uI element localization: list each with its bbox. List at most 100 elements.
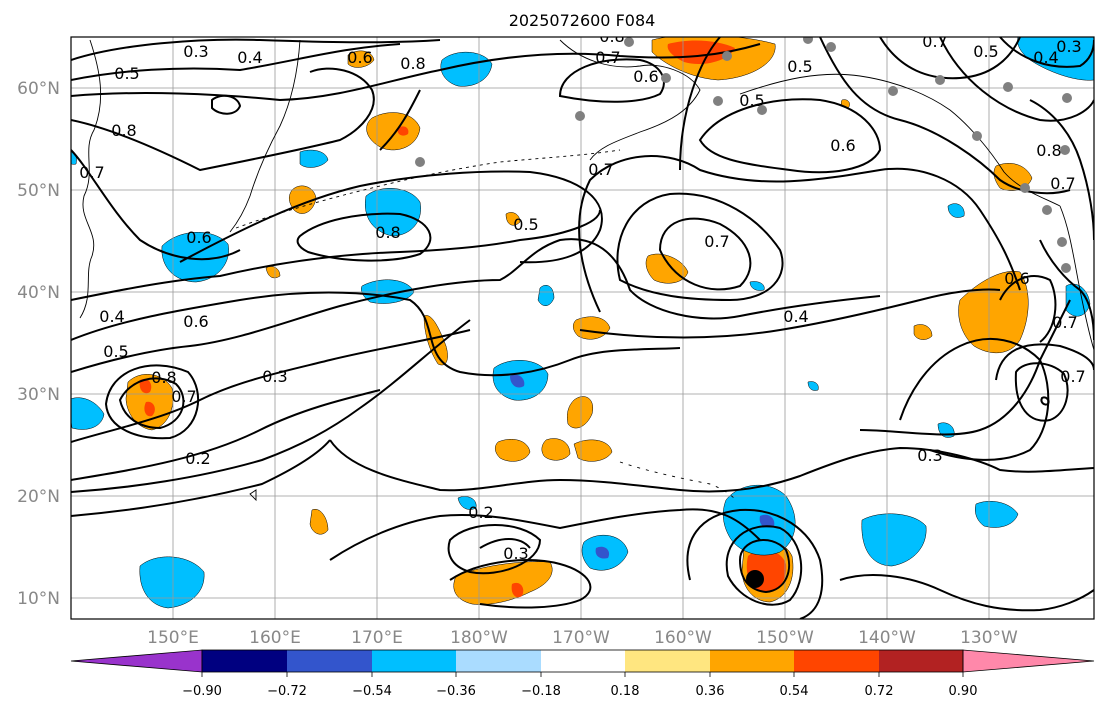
coastline-kamchatka xyxy=(229,39,301,233)
contour-label: 0.4 xyxy=(1033,48,1058,67)
negative-anomaly-core xyxy=(595,546,610,559)
positive-anomaly-region xyxy=(309,508,329,535)
positive-anomaly-core xyxy=(667,40,735,65)
storm-center-marker xyxy=(746,570,764,588)
colorbar-tick-label: −0.36 xyxy=(436,684,476,699)
island-marker xyxy=(249,489,257,502)
contour-line xyxy=(999,275,1057,343)
coastline-alaska xyxy=(559,39,701,161)
negative-anomaly-region xyxy=(364,188,421,237)
positive-anomaly-region xyxy=(495,439,531,462)
contour-label: 0.7 xyxy=(79,163,104,182)
negative-anomaly-region xyxy=(861,513,927,567)
contour-label: 0.3 xyxy=(917,446,942,465)
lat-label: 40°N xyxy=(17,283,60,303)
contour-label: 0.7 xyxy=(704,232,729,251)
contour-label: 0.5 xyxy=(787,57,812,76)
lon-label: 130°W xyxy=(960,628,1018,648)
contour-label: 0.6 xyxy=(183,312,208,331)
station-dot xyxy=(803,37,813,44)
contour-line xyxy=(616,192,784,302)
lon-label: 150°W xyxy=(756,628,814,648)
colorbar-tick-label: 0.90 xyxy=(949,684,978,699)
positive-anomaly-region xyxy=(573,439,613,462)
station-dot xyxy=(1020,183,1030,193)
station-dot xyxy=(713,96,723,106)
contour-line xyxy=(71,38,441,61)
station-dot xyxy=(826,42,836,52)
colorbar-frame xyxy=(201,649,964,673)
colorbar-tick-label: 0.36 xyxy=(696,684,725,699)
colorbar-segment xyxy=(456,650,541,672)
lon-label: 160°W xyxy=(654,628,712,648)
contour-line xyxy=(686,508,824,619)
contour-label: 0.8 xyxy=(375,223,400,242)
longitude-labels: 150°E 160°E 170°E 180°W 170°W 160°W 150°… xyxy=(147,628,1018,648)
negative-anomaly-region xyxy=(537,285,555,306)
colorbar-segment xyxy=(962,649,1095,673)
colorbar-ticks xyxy=(201,672,964,677)
contour-line xyxy=(1014,362,1069,422)
contour-label: 0.7 xyxy=(1060,367,1085,386)
contour-label: 0.4 xyxy=(99,307,124,326)
lon-label: 170°E xyxy=(351,628,403,648)
negative-anomaly-region xyxy=(947,203,965,218)
lat-label: 50°N xyxy=(17,181,60,201)
lon-label: 180°W xyxy=(450,628,508,648)
colorbar-segment xyxy=(794,650,879,672)
contour-line xyxy=(71,43,401,81)
colorbar-segment xyxy=(879,650,963,672)
lat-label: 20°N xyxy=(17,487,60,507)
negative-anomaly-core xyxy=(510,374,525,388)
contour-line xyxy=(679,37,721,171)
contour-line xyxy=(939,37,1094,122)
contour-label: 0.5 xyxy=(739,91,764,110)
contour-label: 0.8 xyxy=(599,27,624,46)
contour-label: 0.6 xyxy=(186,228,211,247)
lat-label: 60°N xyxy=(17,79,60,99)
contour-line xyxy=(725,525,803,606)
contour-label: 0.5 xyxy=(103,342,128,361)
negative-anomaly-region xyxy=(749,281,765,291)
negative-anomaly-region xyxy=(975,501,1019,528)
positive-anomaly-region xyxy=(265,266,281,279)
negative-anomaly-core xyxy=(759,514,775,528)
station-dot xyxy=(757,105,767,115)
contour-label: 0.8 xyxy=(400,54,425,73)
contour-line xyxy=(296,212,432,262)
lat-label: 30°N xyxy=(17,385,60,405)
map-area: 0.3 0.4 0.5 0.6 0.8 0.8 0.7 0.6 0.8 0.5 … xyxy=(70,27,1095,620)
negative-anomaly-region xyxy=(299,149,329,168)
contour-line xyxy=(71,67,375,172)
station-dot xyxy=(972,131,982,141)
station-dot xyxy=(722,51,732,61)
contour-line xyxy=(995,343,1094,381)
contour-label: 0.6 xyxy=(633,67,658,86)
positive-anomaly-region xyxy=(505,212,521,226)
contour-label: 0.6 xyxy=(1004,269,1029,288)
contour-line xyxy=(579,288,1001,339)
positive-anomaly-core xyxy=(511,582,524,598)
negative-anomaly-region xyxy=(457,496,477,510)
contour-line xyxy=(71,238,881,373)
contour-line xyxy=(658,217,752,291)
colorbar-segment xyxy=(541,650,625,672)
station-dot xyxy=(661,73,671,83)
station-dot xyxy=(1042,205,1052,215)
station-dot xyxy=(415,157,425,167)
contour-line xyxy=(71,209,601,301)
map-frame xyxy=(70,36,1095,620)
lat-label: 10°N xyxy=(17,589,60,609)
contour-line xyxy=(71,319,471,493)
contour-label: 0.2 xyxy=(185,449,210,468)
colorbar-segment xyxy=(625,650,710,672)
station-dot xyxy=(1057,237,1067,247)
hawaiian-islands xyxy=(619,461,737,501)
contour-label: 0.6 xyxy=(830,136,855,155)
contour-line xyxy=(329,439,1094,493)
colorbar-tick-label: 0.54 xyxy=(780,684,809,699)
colorbar-segment xyxy=(70,649,203,673)
colorbar-tick-label: 0.18 xyxy=(611,684,640,699)
contour-label: 0.8 xyxy=(111,121,136,140)
contour-line xyxy=(578,155,1021,313)
